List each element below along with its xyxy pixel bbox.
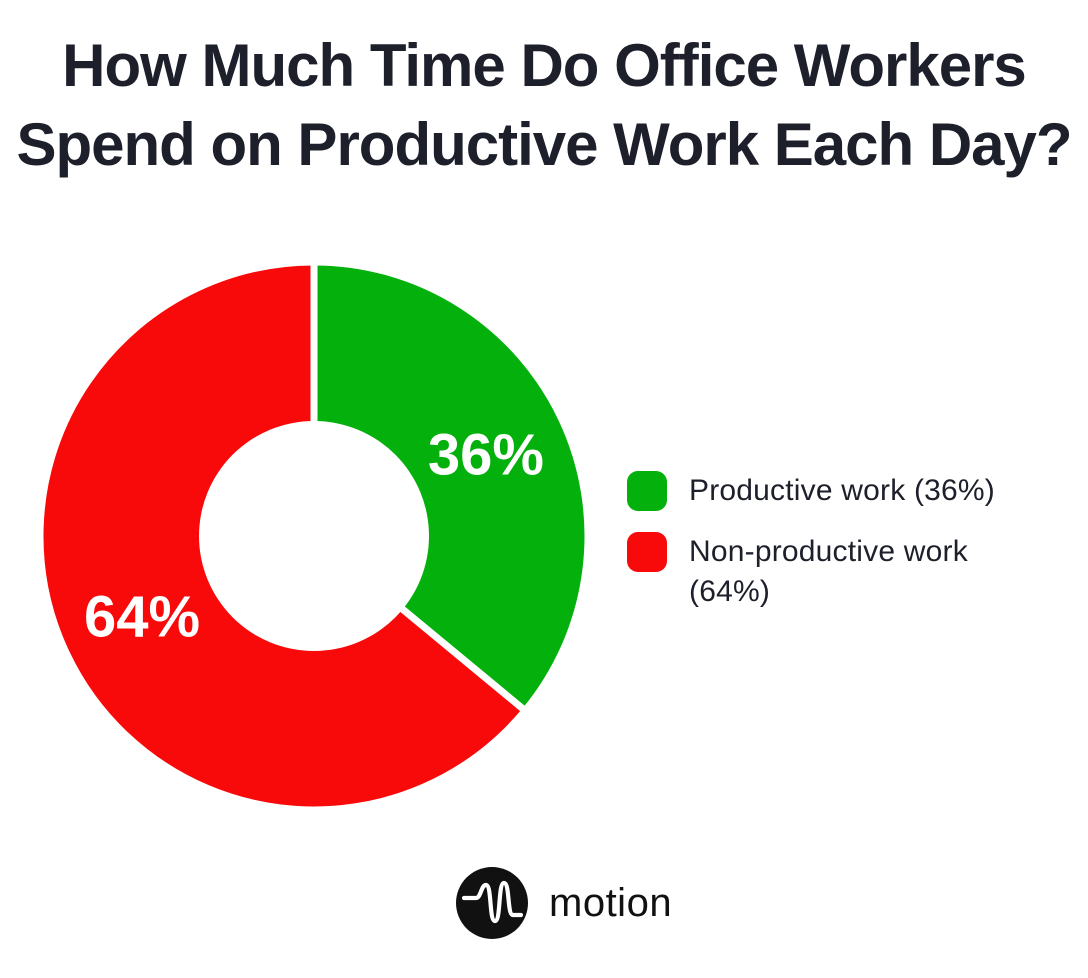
chart-legend: Productive work (36%) Non-productive wor…: [627, 471, 1039, 612]
slice-label-productive-work: 36%: [428, 423, 544, 488]
motion-logo-icon: [456, 867, 528, 939]
slice-label-non-productive-work: 64%: [84, 584, 200, 649]
legend-item-productive: Productive work (36%): [627, 471, 1039, 511]
legend-swatch-productive: [627, 471, 667, 511]
legend-item-non-productive: Non-productive work (64%): [627, 532, 1039, 612]
donut-chart: 36% 64%: [34, 256, 594, 816]
chart-title-line-2: Spend on Productive Work Each Day?: [16, 111, 1072, 178]
brand-footer: motion: [456, 867, 672, 939]
donut-hole: [199, 421, 429, 651]
legend-swatch-non-productive: [627, 532, 667, 572]
chart-title: How Much Time Do Office Workers Spend on…: [0, 26, 1088, 184]
legend-label-non-productive: Non-productive work (64%): [689, 535, 968, 608]
donut-chart-svg: 36% 64%: [36, 258, 592, 814]
brand-name: motion: [549, 881, 673, 925]
pie-slice-productive-work: [310, 258, 592, 715]
chart-title-line-1: How Much Time Do Office Workers: [62, 32, 1027, 99]
legend-label-productive: Productive work (36%): [689, 474, 995, 507]
